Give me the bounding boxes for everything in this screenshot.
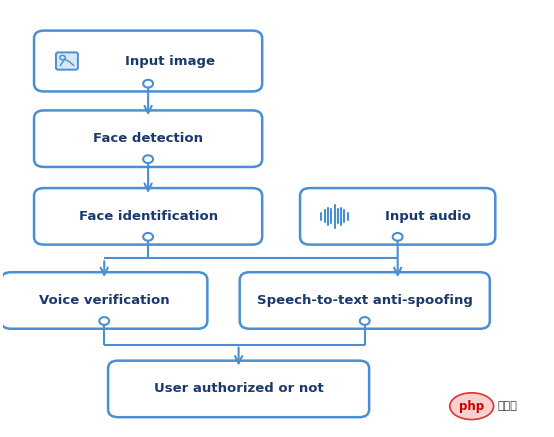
FancyBboxPatch shape [56, 52, 78, 69]
FancyBboxPatch shape [108, 361, 369, 417]
Circle shape [143, 155, 153, 163]
Text: Input image: Input image [125, 55, 215, 68]
Circle shape [360, 317, 370, 325]
Circle shape [143, 80, 153, 87]
Text: Voice verification: Voice verification [39, 294, 170, 307]
FancyBboxPatch shape [34, 111, 262, 167]
FancyBboxPatch shape [1, 272, 207, 329]
Text: 中文网: 中文网 [497, 401, 517, 411]
FancyBboxPatch shape [34, 188, 262, 245]
FancyBboxPatch shape [240, 272, 490, 329]
FancyBboxPatch shape [34, 31, 262, 91]
Text: Face identification: Face identification [79, 210, 218, 223]
FancyBboxPatch shape [300, 188, 495, 245]
Circle shape [393, 233, 403, 241]
Text: User authorized or not: User authorized or not [153, 382, 324, 395]
Text: php: php [459, 400, 484, 413]
Circle shape [99, 317, 109, 325]
Circle shape [143, 233, 153, 241]
Text: Input audio: Input audio [385, 210, 471, 223]
Text: Speech-to-text anti-spoofing: Speech-to-text anti-spoofing [257, 294, 473, 307]
Circle shape [60, 55, 65, 60]
Text: Face detection: Face detection [93, 132, 203, 145]
